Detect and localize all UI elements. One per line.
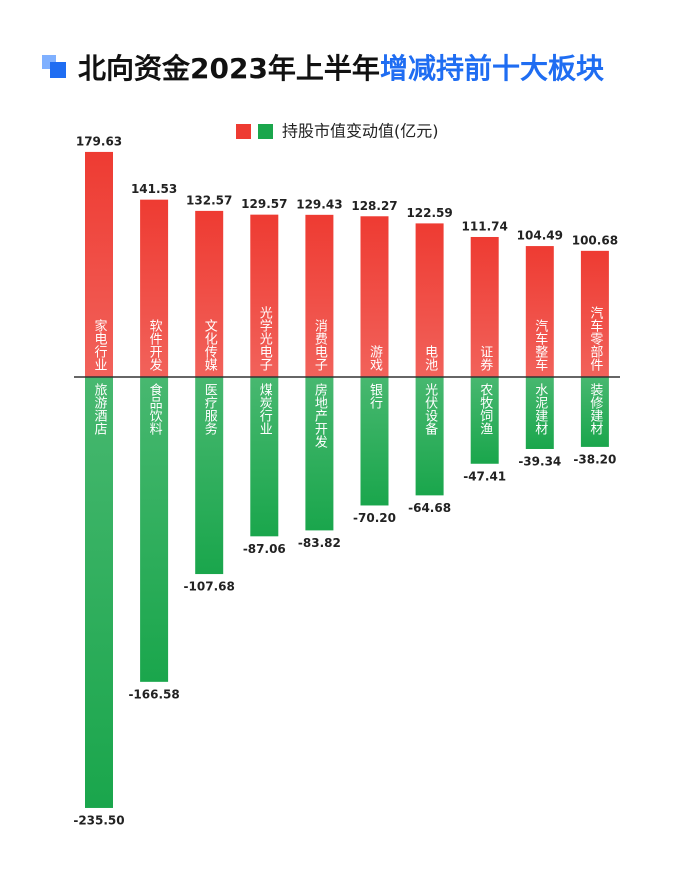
value-label: 179.63 (76, 134, 122, 148)
bar (305, 377, 334, 531)
bar (195, 210, 224, 377)
value-label: -166.58 (128, 687, 179, 701)
bar (470, 236, 499, 377)
value-label: 100.68 (572, 233, 618, 247)
value-label: 111.74 (462, 219, 508, 233)
value-label: 104.49 (517, 229, 563, 243)
value-label: 129.57 (241, 197, 287, 211)
value-label: -235.50 (73, 813, 124, 827)
bar (525, 246, 554, 377)
value-label: 141.53 (131, 182, 177, 196)
bar (525, 377, 554, 449)
title-part1: 北向资金2023年上半年 (78, 52, 380, 85)
bar (85, 377, 113, 808)
category-label: 旅游酒店 (92, 383, 108, 435)
category-label: 装修建材 (587, 383, 603, 435)
value-label: -107.68 (184, 580, 235, 594)
value-label: -83.82 (298, 536, 341, 550)
category-label: 消费电子 (312, 319, 328, 371)
category-label: 电池 (422, 345, 438, 371)
category-label: 农牧饲渔 (477, 383, 493, 435)
bar (580, 377, 609, 447)
legend-swatch (236, 124, 251, 139)
category-label: 文化传媒 (202, 319, 218, 371)
plot: 179.63 家电行业 141.53 软件开发 132.57 文化传媒 129.57 光学光电… (73, 134, 618, 827)
bar (85, 151, 113, 377)
bar (580, 250, 609, 377)
category-label: 房地产开发 (312, 382, 328, 448)
category-label: 光伏设备 (422, 383, 438, 436)
value-label: -39.34 (518, 454, 561, 468)
value-label: -64.68 (408, 501, 451, 515)
bar (470, 377, 499, 464)
value-label: 122.59 (406, 206, 452, 220)
bar (360, 377, 389, 506)
legend-swatch (258, 124, 273, 139)
bar (360, 216, 389, 377)
value-label: 129.43 (296, 197, 342, 211)
value-label: -47.41 (463, 469, 506, 483)
category-label: 证券 (477, 345, 493, 371)
category-label: 游戏 (367, 345, 383, 372)
legend-label: 持股市值变动值(亿元) (282, 122, 439, 141)
category-label: 家电行业 (92, 318, 108, 371)
bar (195, 377, 224, 575)
title-part2: 增减持前十大板块 (380, 52, 604, 85)
value-label: -70.20 (353, 511, 396, 525)
bar (415, 377, 444, 496)
category-label: 水泥建材 (532, 383, 548, 435)
bar (415, 223, 444, 377)
value-label: 128.27 (351, 199, 397, 213)
category-label: 软件开发 (147, 319, 163, 371)
category-label: 银行 (367, 383, 383, 410)
bar (140, 377, 169, 682)
category-label: 汽车整车 (532, 319, 548, 371)
category-label: 医疗服务 (202, 383, 218, 435)
bar (140, 199, 169, 377)
bar (250, 214, 279, 377)
category-label: 煤炭行业 (257, 383, 273, 435)
bar (250, 377, 279, 537)
value-label: 132.57 (186, 193, 232, 207)
category-label: 食品饮料 (147, 382, 163, 435)
value-label: -38.20 (573, 452, 616, 466)
chart-title: 北向资金2023年上半年增减持前十大板块 (78, 52, 604, 85)
title-icon (42, 55, 66, 78)
category-label: 光学光电子 (257, 306, 273, 371)
bar (305, 214, 334, 377)
value-label: -87.06 (243, 542, 286, 556)
category-label: 汽车零部件 (587, 306, 603, 371)
